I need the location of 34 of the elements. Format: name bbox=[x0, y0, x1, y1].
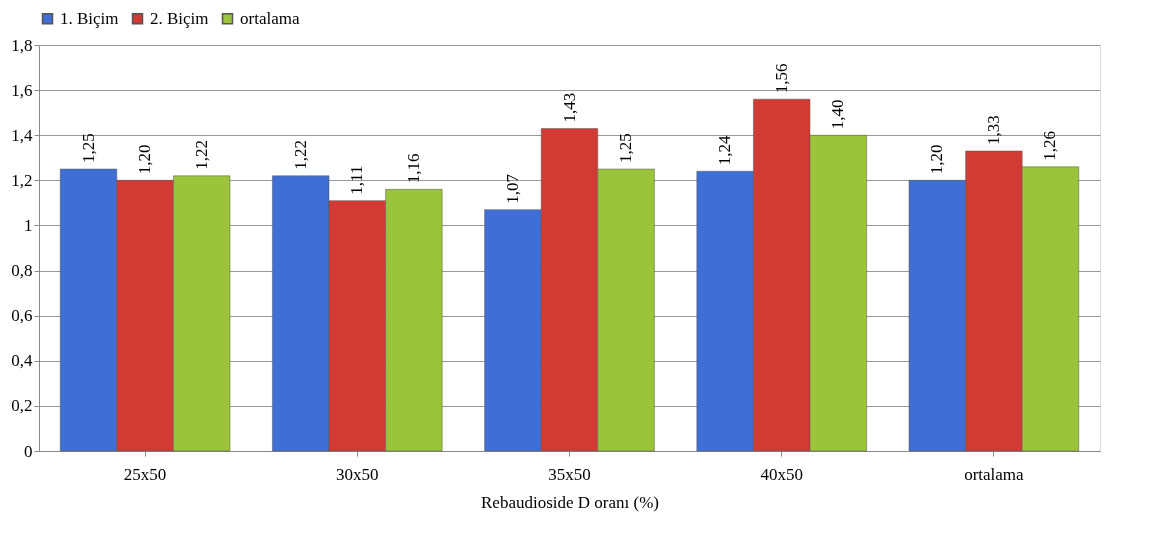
data-label: 1,26 bbox=[1040, 131, 1060, 161]
data-label: 1,11 bbox=[347, 165, 367, 195]
y-tick-label: 0,4 bbox=[11, 351, 33, 371]
data-label: 1,43 bbox=[559, 92, 579, 123]
y-tick-label: 0,6 bbox=[11, 306, 33, 326]
data-label: 1,24 bbox=[715, 135, 735, 166]
y-tick-label: 1 bbox=[24, 215, 33, 235]
y-tick-label: 1,2 bbox=[11, 170, 33, 190]
y-tick-label: 0,2 bbox=[11, 396, 33, 416]
data-label: 1,33 bbox=[983, 115, 1003, 146]
y-tick-label: 0 bbox=[24, 441, 33, 461]
x-axis-title: Rebaudioside D oranı (%) bbox=[481, 492, 659, 512]
data-label: 1,07 bbox=[502, 173, 522, 204]
y-tick-label: 1,6 bbox=[11, 80, 33, 100]
x-tick-label: 25x50 bbox=[123, 464, 167, 484]
data-label: 1,22 bbox=[191, 140, 211, 170]
data-label: 1,20 bbox=[927, 144, 947, 175]
x-tick-label: 40x50 bbox=[760, 464, 803, 484]
x-tick-label: 30x50 bbox=[336, 464, 379, 484]
legend-label: 2. Biçim bbox=[150, 8, 209, 28]
data-label: 1,25 bbox=[78, 133, 98, 164]
legend-label: ortalama bbox=[240, 8, 300, 28]
data-label: 1,20 bbox=[135, 144, 155, 175]
legend-label: 1. Biçim bbox=[60, 8, 119, 28]
data-label: 1,56 bbox=[771, 63, 791, 94]
data-label: 1,16 bbox=[403, 153, 423, 184]
x-tick-label: 35x50 bbox=[548, 464, 591, 484]
y-tick-label: 1,4 bbox=[11, 125, 33, 145]
data-label: 1,40 bbox=[828, 99, 848, 130]
y-tick-label: 1,8 bbox=[11, 35, 33, 55]
data-label: 1,22 bbox=[290, 140, 310, 170]
y-tick-label: 0,8 bbox=[11, 261, 33, 281]
data-label: 1,25 bbox=[616, 133, 636, 164]
x-tick-label: ortalama bbox=[964, 464, 1025, 484]
